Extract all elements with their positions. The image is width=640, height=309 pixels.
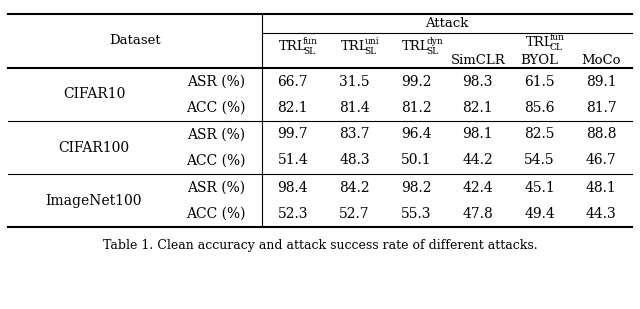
- Text: 54.5: 54.5: [524, 154, 555, 167]
- Text: 66.7: 66.7: [278, 74, 308, 88]
- Text: 42.4: 42.4: [463, 180, 493, 194]
- Text: fun: fun: [550, 33, 564, 43]
- Text: Dataset: Dataset: [109, 35, 161, 48]
- Text: 61.5: 61.5: [524, 74, 555, 88]
- Text: ACC (%): ACC (%): [186, 100, 246, 115]
- Text: CL: CL: [550, 44, 563, 53]
- Text: 98.4: 98.4: [278, 180, 308, 194]
- Text: 89.1: 89.1: [586, 74, 616, 88]
- Text: ImageNet100: ImageNet100: [45, 193, 142, 208]
- Text: SimCLR: SimCLR: [451, 53, 505, 66]
- Text: TRL: TRL: [340, 40, 368, 53]
- Text: 83.7: 83.7: [339, 128, 370, 142]
- Text: SL: SL: [365, 46, 376, 56]
- Text: ASR (%): ASR (%): [187, 74, 245, 88]
- Text: 98.2: 98.2: [401, 180, 431, 194]
- Text: Table 1. Clean accuracy and attack success rate of different attacks.: Table 1. Clean accuracy and attack succe…: [102, 239, 538, 252]
- Text: 88.8: 88.8: [586, 128, 616, 142]
- Text: 48.1: 48.1: [586, 180, 616, 194]
- Text: 82.5: 82.5: [524, 128, 555, 142]
- Text: 44.2: 44.2: [463, 154, 493, 167]
- Text: 45.1: 45.1: [524, 180, 555, 194]
- Text: dyn: dyn: [426, 36, 443, 45]
- Text: 46.7: 46.7: [586, 154, 616, 167]
- Text: TRL: TRL: [403, 40, 430, 53]
- Text: 98.3: 98.3: [463, 74, 493, 88]
- Text: TRL: TRL: [525, 36, 554, 49]
- Text: MoCo: MoCo: [581, 53, 621, 66]
- Text: TRL: TRL: [279, 40, 307, 53]
- Text: 96.4: 96.4: [401, 128, 431, 142]
- Text: 81.7: 81.7: [586, 100, 616, 115]
- Text: 47.8: 47.8: [463, 206, 493, 221]
- Text: 99.2: 99.2: [401, 74, 431, 88]
- Text: 50.1: 50.1: [401, 154, 431, 167]
- Text: 48.3: 48.3: [339, 154, 370, 167]
- Text: 82.1: 82.1: [278, 100, 308, 115]
- Text: 82.1: 82.1: [463, 100, 493, 115]
- Text: fun: fun: [303, 36, 318, 45]
- Text: SL: SL: [303, 46, 315, 56]
- Text: ASR (%): ASR (%): [187, 128, 245, 142]
- Text: CIFAR10: CIFAR10: [63, 87, 125, 101]
- Text: 99.7: 99.7: [278, 128, 308, 142]
- Text: SL: SL: [426, 46, 438, 56]
- Text: 49.4: 49.4: [524, 206, 555, 221]
- Text: 31.5: 31.5: [339, 74, 370, 88]
- Text: ACC (%): ACC (%): [186, 154, 246, 167]
- Text: uni: uni: [365, 36, 379, 45]
- Text: 44.3: 44.3: [586, 206, 616, 221]
- Text: 84.2: 84.2: [339, 180, 370, 194]
- Text: BYOL: BYOL: [520, 53, 559, 66]
- Text: 52.3: 52.3: [278, 206, 308, 221]
- Text: Attack: Attack: [426, 17, 468, 30]
- Text: 81.2: 81.2: [401, 100, 431, 115]
- Text: 81.4: 81.4: [339, 100, 370, 115]
- Text: 51.4: 51.4: [278, 154, 308, 167]
- Text: 85.6: 85.6: [524, 100, 555, 115]
- Text: ACC (%): ACC (%): [186, 206, 246, 221]
- Text: 52.7: 52.7: [339, 206, 370, 221]
- Text: CIFAR100: CIFAR100: [58, 141, 129, 154]
- Text: 98.1: 98.1: [463, 128, 493, 142]
- Text: ASR (%): ASR (%): [187, 180, 245, 194]
- Text: 55.3: 55.3: [401, 206, 431, 221]
